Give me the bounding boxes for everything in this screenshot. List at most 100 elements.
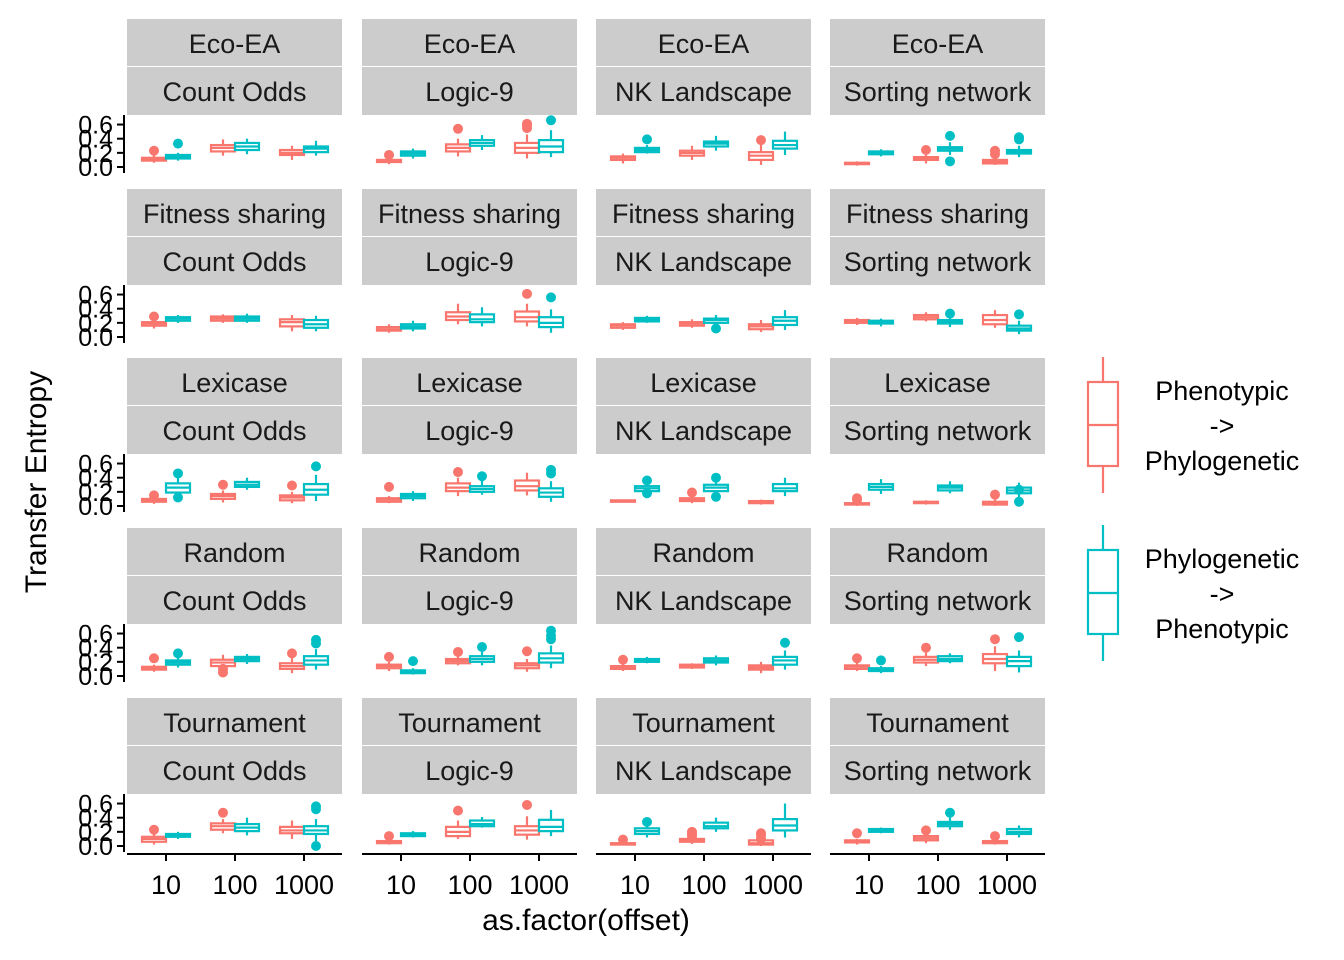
y-tick-label: 0.6 [78, 282, 113, 310]
boxplot [537, 292, 565, 333]
facet-panel: Lexicase NK Landscape [596, 358, 811, 505]
boxplot [278, 480, 306, 504]
boxplot [678, 487, 706, 504]
outlier-point [852, 828, 862, 839]
facet-panel: Lexicase Logic-9 [362, 358, 577, 504]
outlier-point [149, 653, 159, 664]
x-tick-label: 1000 [509, 870, 569, 900]
facet-panel: Fitness sharing Sorting network [830, 189, 1045, 335]
outlier-point [711, 491, 721, 502]
boxplot [702, 315, 730, 334]
boxplot [209, 807, 237, 834]
boxplot [747, 135, 775, 165]
boxplot [912, 825, 940, 844]
facet-label-bottom: Sorting network [844, 416, 1032, 446]
outlier-point [687, 826, 697, 837]
facet-strip-top [596, 19, 811, 66]
x-tick-label: 10 [620, 870, 650, 900]
boxplot [468, 816, 496, 828]
boxplot [233, 313, 261, 323]
outlier-point [1014, 632, 1024, 643]
boxplot [468, 641, 496, 666]
outlier-point [945, 130, 955, 141]
boxplot [140, 145, 168, 163]
boxplot [468, 135, 496, 151]
boxplot [302, 801, 330, 851]
boxplot [981, 831, 1009, 845]
outlier-point [1014, 496, 1024, 507]
boxplot [867, 149, 895, 157]
facet-strip-top [596, 528, 811, 575]
y-tick-label: 0.0 [78, 833, 113, 861]
y-tick-label: 0.6 [78, 451, 113, 479]
boxplot [936, 653, 964, 664]
boxplot [867, 827, 895, 834]
boxplot [209, 479, 237, 503]
facet-label-top: Tournament [632, 708, 775, 738]
boxplot [678, 319, 706, 328]
boxplot [609, 322, 637, 330]
boxplot [302, 461, 330, 502]
boxplot [444, 805, 472, 839]
facet-label-bottom: NK Landscape [615, 247, 792, 277]
facet-label-bottom: NK Landscape [615, 756, 792, 786]
facet-strip-top [830, 528, 1045, 575]
outlier-point [546, 115, 556, 126]
facet-label-bottom: Count Odds [162, 416, 306, 446]
facet-panel: Lexicase Sorting network [830, 358, 1045, 507]
facet-strip-top [127, 358, 342, 405]
outlier-point [546, 292, 556, 303]
boxplot [513, 799, 541, 840]
boxplot [399, 320, 427, 332]
outlier-point [173, 492, 183, 503]
facet-panel: Tournament Sorting network 10 100 1000 [830, 698, 1045, 900]
boxplot [633, 134, 661, 154]
facet-label-top: Tournament [866, 708, 1009, 738]
facet-strip-bottom [127, 406, 342, 454]
facet-label-top: Fitness sharing [143, 199, 326, 229]
facet-strip-bottom [127, 67, 342, 115]
x-tick-label: 100 [915, 870, 960, 900]
outlier-point [522, 799, 532, 810]
boxplot [513, 118, 541, 159]
facet-strip-top [362, 358, 577, 405]
boxplot [1005, 309, 1033, 335]
boxplot [233, 654, 261, 664]
x-tick-label: 1000 [743, 870, 803, 900]
outlier-point [218, 479, 228, 490]
boxplot [444, 646, 472, 666]
facet-panel: Fitness sharing NK Landscape [596, 189, 811, 334]
facet-strip-top [830, 19, 1045, 66]
outlier-point [173, 648, 183, 659]
facet-strip-bottom [596, 237, 811, 285]
facet-label-top: Fitness sharing [612, 199, 795, 229]
facet-label-bottom: Count Odds [162, 586, 306, 616]
boxplot [468, 471, 496, 495]
outlier-point [477, 471, 487, 482]
facet-label-top: Eco-EA [892, 29, 984, 59]
y-tick-label: 0.2 [78, 819, 113, 847]
y-tick-label: 0.4 [78, 805, 113, 833]
outlier-point [311, 841, 321, 851]
boxplot [678, 145, 706, 160]
boxplot [233, 817, 261, 836]
boxplot [678, 663, 706, 669]
x-tick-label: 100 [447, 870, 492, 900]
facet-strip-top [830, 698, 1045, 745]
boxplot [375, 149, 403, 165]
facet-label-bottom: Logic-9 [425, 756, 514, 786]
outlier-point [618, 654, 628, 665]
outlier-point [945, 807, 955, 818]
legend-item: Phylogenetic -> Phenotypic [1086, 525, 1299, 661]
facet-panel: Eco-EA NK Landscape [596, 19, 811, 165]
boxplot [936, 130, 964, 167]
legend-label-line: -> [1210, 411, 1235, 441]
boxplot [537, 625, 565, 669]
outlier-point [990, 831, 1000, 842]
outlier-point [711, 472, 721, 483]
outlier-point [687, 487, 697, 498]
boxplot [609, 499, 637, 503]
legend-item: Phenotypic -> Phylogenetic [1086, 357, 1299, 493]
